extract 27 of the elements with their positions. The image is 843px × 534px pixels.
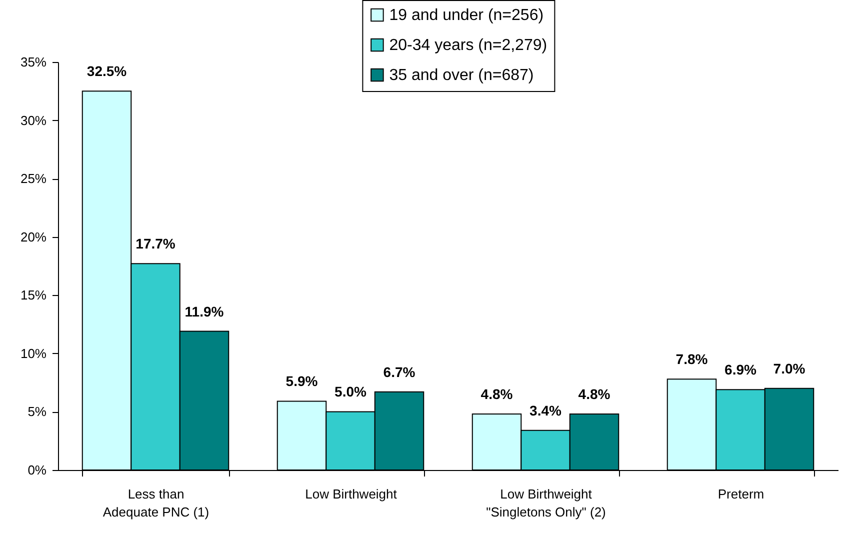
data-label: 5.9% [286,373,318,390]
data-label: 11.9% [184,303,224,320]
x-tick-label: Preterm [718,486,764,502]
data-label: 17.7% [136,236,176,252]
y-tick-label: 30% [20,112,47,128]
y-tick-label: 5% [28,404,47,420]
y-tick-label: 35% [20,54,47,70]
data-label: 6.7% [383,364,416,380]
x-tick-label: Low Birthweight [305,486,398,502]
y-tick-label: 25% [20,171,47,186]
data-label: 7.8% [676,351,708,368]
legend-label: 20-34 years (n=2,279) [389,37,548,54]
x-tick-label: Low Birthweight "Singletons Only" (2) [486,486,606,520]
data-label: 5.0% [334,384,367,400]
y-tick-label: 10% [20,346,47,361]
data-label: 32.5% [86,63,128,80]
data-label: 3.4% [530,402,562,418]
y-tick-label: 20% [20,229,47,244]
legend-label: 19 and under (n=256) [389,7,544,24]
legend-label: 35 and over (n=687) [389,67,534,84]
data-label: 7.0% [773,360,806,376]
data-label: 6.9% [724,362,757,378]
x-tick-label: Less than Adequate PNC (1) [102,486,210,520]
y-tick-label: 0% [28,462,47,478]
data-label: 4.8% [480,386,514,402]
y-tick-label: 15% [20,288,47,303]
data-label: 4.8% [578,386,611,402]
